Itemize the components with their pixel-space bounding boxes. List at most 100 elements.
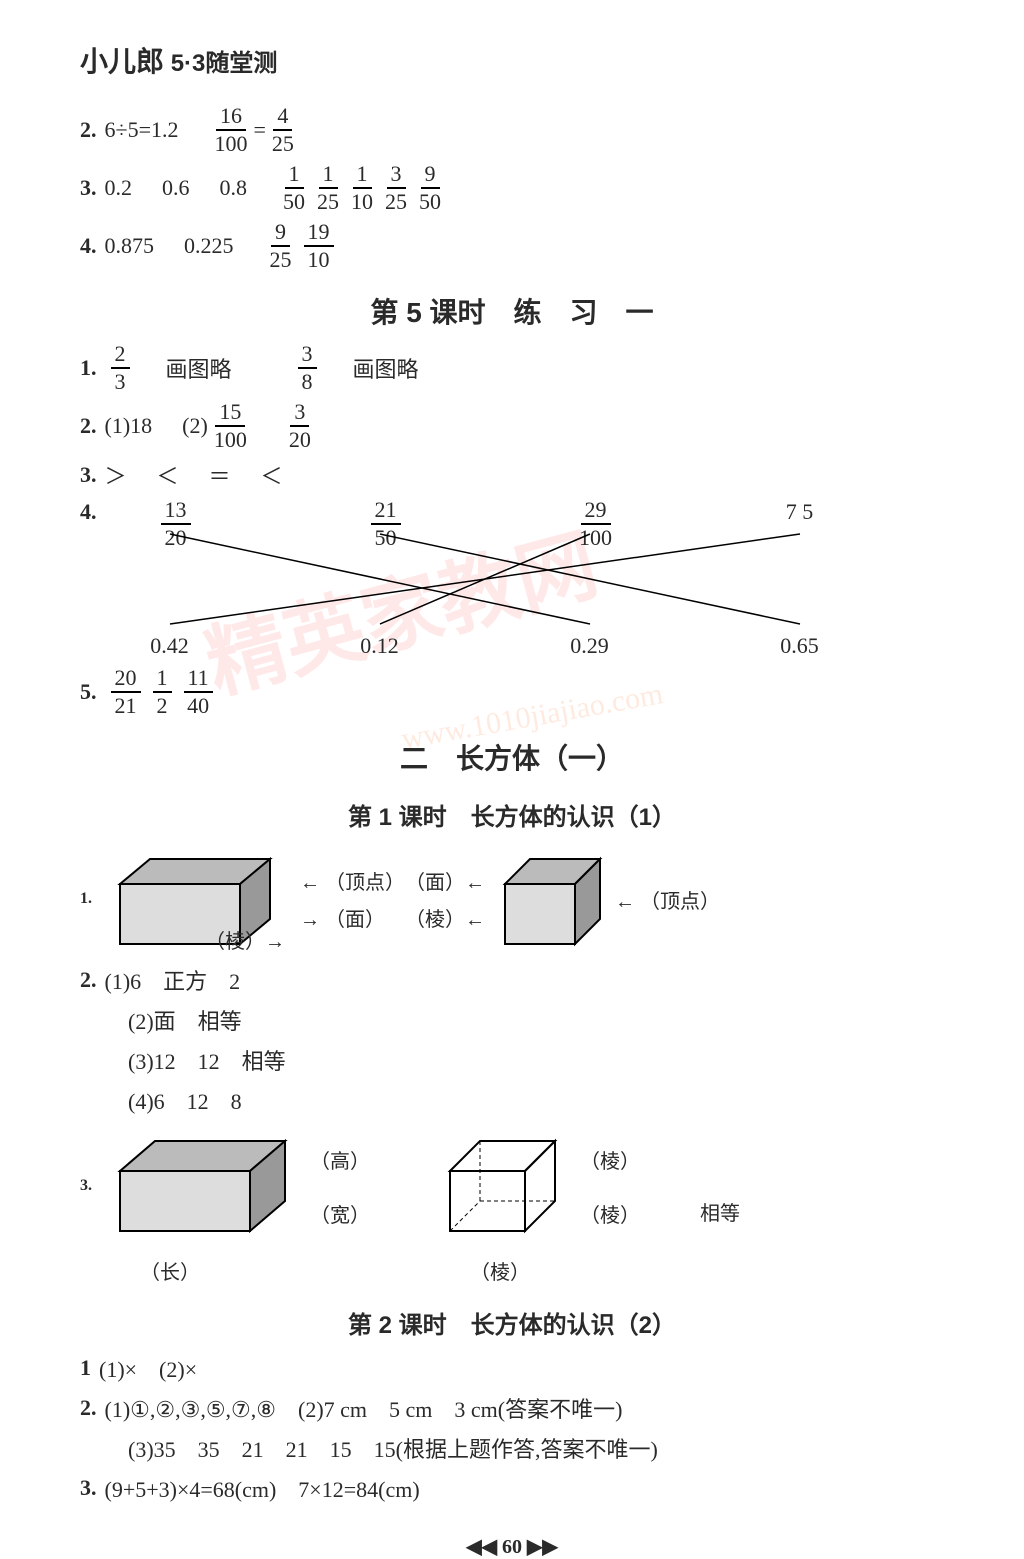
q-num: 1. [80, 355, 97, 381]
section5-title: 第 5 课时 练 习 一 [80, 291, 944, 331]
fraction: 1140 [184, 667, 213, 717]
s5-q5: 5. 2021 12 1140 [80, 667, 944, 717]
text: 画图略 [166, 352, 232, 384]
label: （长） [140, 1256, 200, 1285]
fraction: 38 [298, 343, 317, 393]
cuboid-q2-r2: (2)面 相等 [128, 1004, 944, 1036]
nav-left-icon: ◀◀ [466, 1536, 497, 1558]
s5-q1: 1. 23 画图略 38 画图略 [80, 343, 944, 393]
label: （棱） [580, 1145, 640, 1174]
match-lines [135, 529, 835, 629]
fraction: 325 [385, 163, 407, 213]
cuboid-q1: 1. ← （顶点） → （面） （棱）→ （面）← （棱）← ← （顶点） [80, 844, 944, 954]
cuboid-q3-bottom: （长） （棱） [80, 1256, 944, 1285]
q2-line: 2. 6÷5=1.2 16100 = 425 [80, 105, 944, 155]
q-num: 2. [80, 413, 97, 439]
fraction: 15100 [214, 401, 247, 451]
nav-right-icon: ▶▶ [527, 1536, 558, 1558]
label: （顶点） [325, 872, 405, 894]
q-num: 4. [80, 499, 97, 525]
q-num: 2. [80, 1395, 97, 1421]
fraction: 150 [283, 163, 305, 213]
s5-q4: 4. 1320 2150 29100 7 5 0.42 0.12 0.29 0.… [80, 499, 944, 659]
q3-line: 3. 0.2 0.6 0.8 150 125 110 325 950 [80, 163, 944, 213]
eq: = [253, 117, 265, 143]
val: 0.12 [345, 633, 415, 659]
q-num: 5. [80, 679, 97, 705]
l2-q3: 3. (9+5+3)×4=68(cm) 7×12=84(cm) [80, 1472, 944, 1504]
val: 0.6 [162, 175, 190, 201]
fraction: 125 [317, 163, 339, 213]
text: (1)①,②,③,⑤,⑦,⑧ (2)7 cm 5 cm 3 cm(答案不唯一) [105, 1392, 623, 1424]
q-num: 2. [80, 967, 97, 993]
val: 0.65 [765, 633, 835, 659]
q-num: 1. [80, 890, 92, 908]
q4-line: 4. 0.875 0.225 925 1910 [80, 221, 944, 271]
cube-shape [485, 844, 615, 954]
page-number: 60 [502, 1536, 522, 1558]
fraction: 950 [419, 163, 441, 213]
l2-q2-r2: (3)35 35 21 21 15 15(根据上题作答,答案不唯一) [128, 1432, 944, 1464]
lesson1-title: 第 1 课时 长方体的认识（1） [80, 797, 944, 832]
label: （棱） [405, 909, 465, 931]
q-num: 2. [80, 117, 97, 143]
lesson2-title: 第 2 课时 长方体的认识（2） [80, 1305, 944, 1340]
val: 0.875 [105, 233, 155, 259]
val: 0.42 [135, 633, 205, 659]
q-num: 3. [80, 175, 97, 201]
expr: 6÷5=1.2 [105, 117, 179, 143]
label: （棱） [470, 1256, 530, 1285]
text: 画图略 [353, 352, 419, 384]
q-num: 1 [80, 1355, 91, 1381]
s5-q2: 2. (1)18 (2) 15100 320 [80, 401, 944, 451]
label: （面） [405, 872, 465, 894]
label: 相等 [700, 1197, 740, 1226]
text: (1)6 正方 2 [105, 964, 241, 996]
q-num: 4. [80, 233, 97, 259]
label: （顶点） [640, 891, 720, 913]
page-header: 小儿郎 5·3随堂测 [80, 40, 944, 80]
fraction: 2021 [111, 667, 141, 717]
page-footer: ◀◀ 60 ▶▶ [80, 1534, 944, 1559]
l2-q2: 2. (1)①,②,③,⑤,⑦,⑧ (2)7 cm 5 cm 3 cm(答案不唯… [80, 1392, 944, 1424]
label: （棱） [580, 1199, 640, 1228]
text: (1)18 [105, 413, 153, 439]
match-diagram: 1320 2150 29100 7 5 0.42 0.12 0.29 0.65 [135, 499, 835, 659]
cuboid-shape [100, 1126, 310, 1246]
cuboid-title: 二 长方体（一） [80, 737, 944, 777]
fraction: 110 [351, 163, 373, 213]
cube-wireframe [430, 1126, 580, 1246]
fraction: 16100 [214, 105, 247, 155]
fraction: 1910 [304, 221, 334, 271]
cuboid-q2-r4: (4)6 12 8 [128, 1084, 944, 1116]
label: （宽） [310, 1199, 370, 1228]
text: (1)× (2)× [99, 1352, 197, 1384]
fraction: 12 [153, 667, 172, 717]
cuboid-q2: 2. (1)6 正方 2 [80, 964, 944, 996]
cuboid-q3: 3. （高） （宽） （棱） （棱） 相等 [80, 1126, 944, 1246]
fraction: 320 [289, 401, 311, 451]
s5-q3: 3. ＞ ＜ ＝ ＜ [80, 459, 944, 491]
cuboid-q2-r3: (3)12 12 相等 [128, 1044, 944, 1076]
val: 0.225 [184, 233, 234, 259]
label: （面） [325, 909, 385, 931]
text: (9+5+3)×4=68(cm) 7×12=84(cm) [105, 1472, 420, 1504]
q-num: 3. [80, 1475, 97, 1501]
op: ＝ [209, 459, 231, 491]
val: 0.29 [555, 633, 625, 659]
val: 0.2 [105, 175, 133, 201]
fraction: 23 [111, 343, 130, 393]
label: （高） [310, 1145, 370, 1174]
op: ＜ [261, 459, 283, 491]
l2-q1: 1 (1)× (2)× [80, 1352, 944, 1384]
brand: 小儿郎 [80, 47, 164, 78]
fraction: 425 [272, 105, 294, 155]
fraction: 925 [270, 221, 292, 271]
op: ＜ [157, 459, 179, 491]
q-num: 3. [80, 1177, 92, 1195]
op: ＞ [105, 459, 127, 491]
text: (2) [182, 413, 208, 439]
q-num: 3. [80, 462, 97, 488]
label: （棱）→ [205, 925, 285, 954]
val: 0.8 [220, 175, 248, 201]
